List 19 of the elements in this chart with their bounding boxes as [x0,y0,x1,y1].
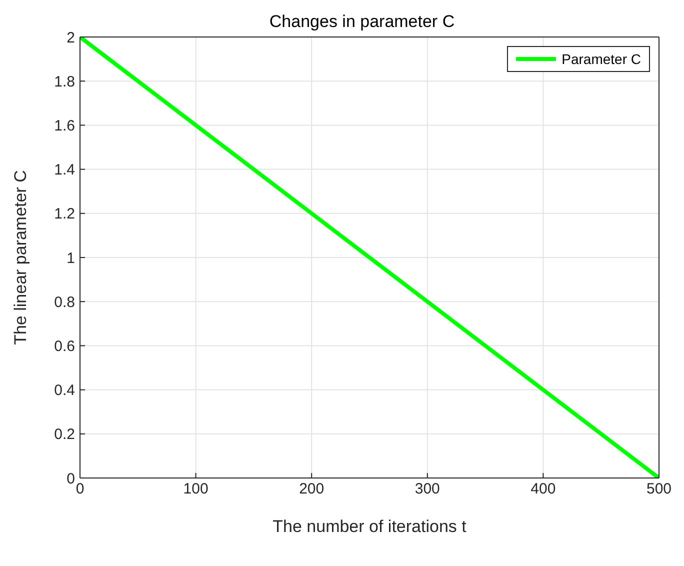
legend-label: Parameter C [562,51,641,67]
chart-title: Changes in parameter C [269,12,455,31]
x-tick-label: 100 [183,480,208,498]
x-tick-label: 500 [646,480,672,498]
x-tick-label: 200 [299,480,324,498]
x-axis-title: The number of iterations t [272,517,467,536]
y-tick-label: 1 [66,250,75,267]
y-tick-label: 0.4 [54,382,75,400]
y-tick-label: 1.8 [54,73,75,90]
y-tick-label: 0.8 [54,294,75,311]
y-axis-title: The linear parameter C [11,170,30,345]
y-tick-label: 1.2 [54,206,75,223]
y-tick-label: 2 [66,29,75,46]
y-tick-label: 1.6 [54,118,75,135]
y-tick-label: 0.2 [54,426,75,444]
y-tick-label: 0.6 [54,338,75,356]
x-tick-label: 400 [530,480,556,498]
x-tick-label: 300 [414,480,440,498]
y-tick-label: 1.4 [54,162,75,179]
